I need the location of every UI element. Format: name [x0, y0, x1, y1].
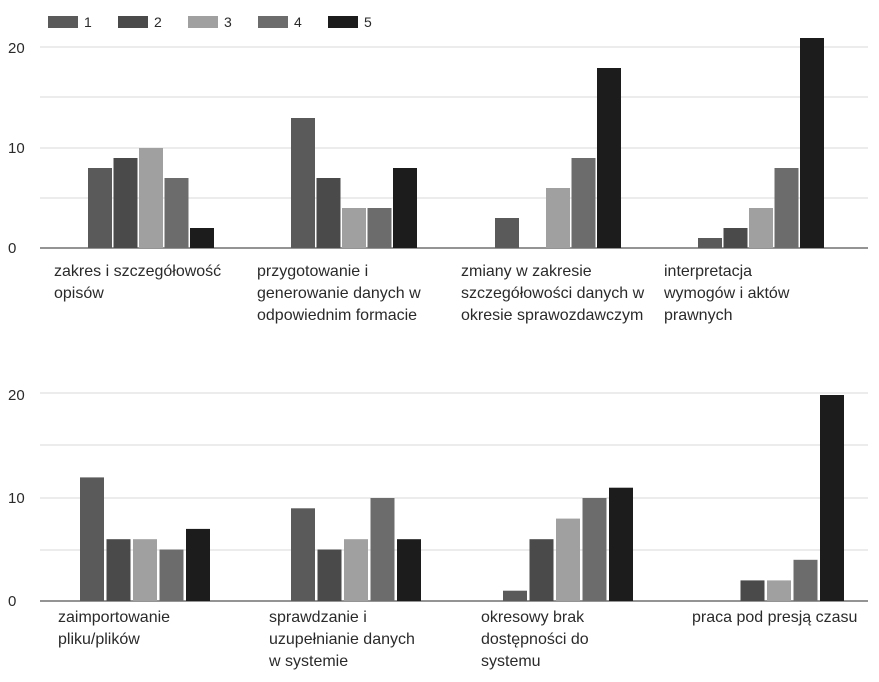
y-tick-label: 0 [8, 593, 16, 610]
bar-series-3-category-4 [749, 208, 773, 248]
chart-panel-2: 0 10 20 zaimportowanie pliku/plików sprawdzan… [8, 387, 868, 670]
category-label-line: praca pod presją czasu [692, 609, 857, 626]
bar-series-3-category-3 [546, 188, 570, 248]
chart-panel-1: 0 10 20 zakres i szczegółowość opisów przygot… [8, 38, 868, 324]
category-label-2: sprawdzanie i uzupełnianie danych w system… [268, 609, 415, 670]
category-label-4: praca pod presją czasu [692, 609, 857, 626]
bar-series-1-category-1 [80, 477, 104, 601]
legend-label-4: 4 [294, 14, 302, 30]
bar-series-2-category-3 [529, 539, 554, 601]
legend-label-5: 5 [364, 14, 372, 30]
category-label-line: wymogów i aktów [663, 285, 790, 302]
category-label-3: zmiany w zakresie szczegółowości danych w… [461, 263, 645, 324]
category-label-line: uzupełnianie danych [269, 631, 415, 648]
y-tick-label: 10 [8, 490, 25, 507]
bar-series-4-category-2 [367, 208, 392, 248]
bar-series-4-category-2 [370, 498, 395, 601]
bar-series-4-category-4 [793, 559, 818, 601]
legend-swatch-1 [48, 16, 78, 28]
y-tick-label: 10 [8, 140, 25, 157]
bar-series-4-category-1 [159, 549, 184, 601]
legend-swatch-5 [328, 16, 358, 28]
bar-series-5-category-4 [800, 38, 824, 248]
bar-series-3-category-3 [556, 518, 580, 601]
category-label-line: zaimportowanie [58, 609, 170, 626]
bar-series-3-category-1 [133, 539, 157, 601]
bar-series-3-category-2 [344, 539, 368, 601]
category-label-2: przygotowanie i generowanie danych w odpow… [257, 263, 421, 324]
category-label-line: systemu [481, 653, 541, 670]
bar-series-1-category-2 [291, 508, 315, 601]
category-label-line: zmiany w zakresie [461, 263, 592, 280]
legend-swatch-4 [258, 16, 288, 28]
category-label-line: dostępności do [481, 631, 589, 648]
category-label-line: opisów [54, 285, 104, 302]
category-label-1: zaimportowanie pliku/plików [58, 609, 170, 648]
category-label-line: prawnych [664, 307, 732, 324]
bar-series-2-category-1 [106, 539, 131, 601]
bar-series-2-category-2 [317, 549, 342, 601]
y-tick-label: 20 [8, 387, 25, 404]
category-label-line: pliku/plików [58, 631, 140, 648]
bar-series-5-category-3 [597, 68, 621, 248]
category-label-line: generowanie danych w [257, 285, 421, 302]
bar-series-2-category-2 [316, 178, 341, 248]
bar-series-1-category-1 [88, 168, 112, 248]
bar-series-1-category-2 [291, 118, 315, 248]
category-label-3: okresowy brak dostępności do systemu [481, 609, 589, 670]
bar-series-5-category-1 [186, 528, 210, 601]
bar-series-3-category-1 [139, 148, 163, 248]
bar-series-5-category-1 [190, 228, 214, 248]
category-label-line: odpowiednim formacie [257, 307, 417, 324]
bar-series-1-category-3 [495, 218, 519, 248]
category-label-line: interpretacja [664, 263, 752, 280]
legend-label-2: 2 [154, 14, 162, 30]
category-label-line: szczegółowości danych w [461, 285, 645, 302]
legend-label-3: 3 [224, 14, 232, 30]
category-label-1: zakres i szczegółowość opisów [54, 263, 221, 302]
bar-series-3-category-2 [342, 208, 366, 248]
category-label-4: interpretacja wymogów i aktów prawnych [663, 263, 790, 324]
bar-series-5-category-2 [397, 539, 421, 601]
legend-swatch-3 [188, 16, 218, 28]
bar-series-3-category-4 [767, 580, 791, 601]
bar-series-5-category-3 [609, 487, 633, 601]
bar-series-4-category-1 [164, 178, 189, 248]
bar-series-5-category-4 [820, 395, 844, 601]
bar-series-4-category-4 [774, 168, 799, 248]
bar-series-1-category-4 [698, 238, 722, 248]
y-tick-label: 20 [8, 40, 25, 57]
y-tick-label: 0 [8, 240, 16, 257]
bar-series-2-category-4 [723, 228, 748, 248]
bar-series-2-category-1 [113, 158, 138, 248]
category-label-line: sprawdzanie i [269, 609, 367, 626]
bar-series-4-category-3 [571, 158, 596, 248]
bar-series-5-category-2 [393, 168, 417, 248]
category-label-line: okresowy brak [481, 609, 585, 626]
legend-swatch-2 [118, 16, 148, 28]
category-label-line: okresie sprawozdawczym [461, 307, 643, 324]
bar-series-1-category-3 [503, 590, 527, 601]
bar-series-2-category-4 [740, 580, 765, 601]
category-label-line: zakres i szczegółowość [54, 263, 221, 280]
category-label-line: przygotowanie i [257, 263, 368, 280]
category-label-line: w systemie [268, 653, 348, 670]
legend-label-1: 1 [84, 14, 92, 30]
legend: 1 2 3 4 5 [48, 14, 372, 30]
bar-series-4-category-3 [582, 498, 607, 601]
